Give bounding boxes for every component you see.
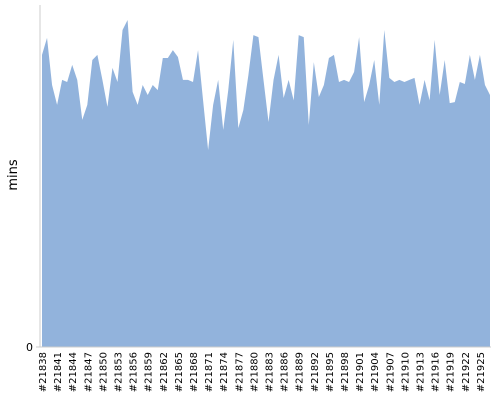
x-tick-label: #21856 [129, 352, 140, 392]
x-tick-label: #21847 [83, 352, 94, 392]
x-tick-label: #21907 [385, 352, 396, 392]
x-tick-label: #21904 [370, 352, 381, 392]
x-tick-label: #21901 [355, 352, 366, 392]
x-tick-label: #21922 [461, 352, 472, 392]
x-tick-label: #21838 [38, 352, 49, 392]
x-tick-label: #21880 [249, 352, 260, 392]
x-tick-label: #21859 [144, 352, 155, 392]
x-tick-label: #21889 [295, 352, 306, 392]
x-tick-label: #21919 [446, 352, 457, 392]
x-tick-label: #21877 [234, 352, 245, 392]
x-tick-label: #21865 [174, 352, 185, 392]
y-axis-label: mins [6, 159, 21, 191]
x-tick-label: #21925 [476, 352, 487, 392]
y-tick-label: 0 [26, 341, 33, 354]
x-tick-label: #21892 [310, 352, 321, 392]
x-tick-label: #21895 [325, 352, 336, 392]
area [42, 20, 490, 347]
x-tick-label: #21910 [400, 352, 411, 392]
x-tick-label: #21883 [265, 352, 276, 392]
x-tick-label: #21853 [114, 352, 125, 392]
x-tick-label: #21898 [340, 352, 351, 392]
x-tick-label: #21916 [431, 352, 442, 392]
x-tick-label: #21874 [219, 352, 230, 392]
x-tick-label: #21862 [159, 352, 170, 392]
x-tick-label: #21871 [204, 352, 215, 392]
x-tick-label: #21841 [53, 352, 64, 392]
x-tick-label: #21886 [280, 352, 291, 392]
x-tick-label: #21850 [98, 352, 109, 392]
x-tick-label: #21844 [68, 352, 79, 392]
x-tick-label: #21868 [189, 352, 200, 392]
x-tick-label: #21913 [416, 352, 427, 392]
